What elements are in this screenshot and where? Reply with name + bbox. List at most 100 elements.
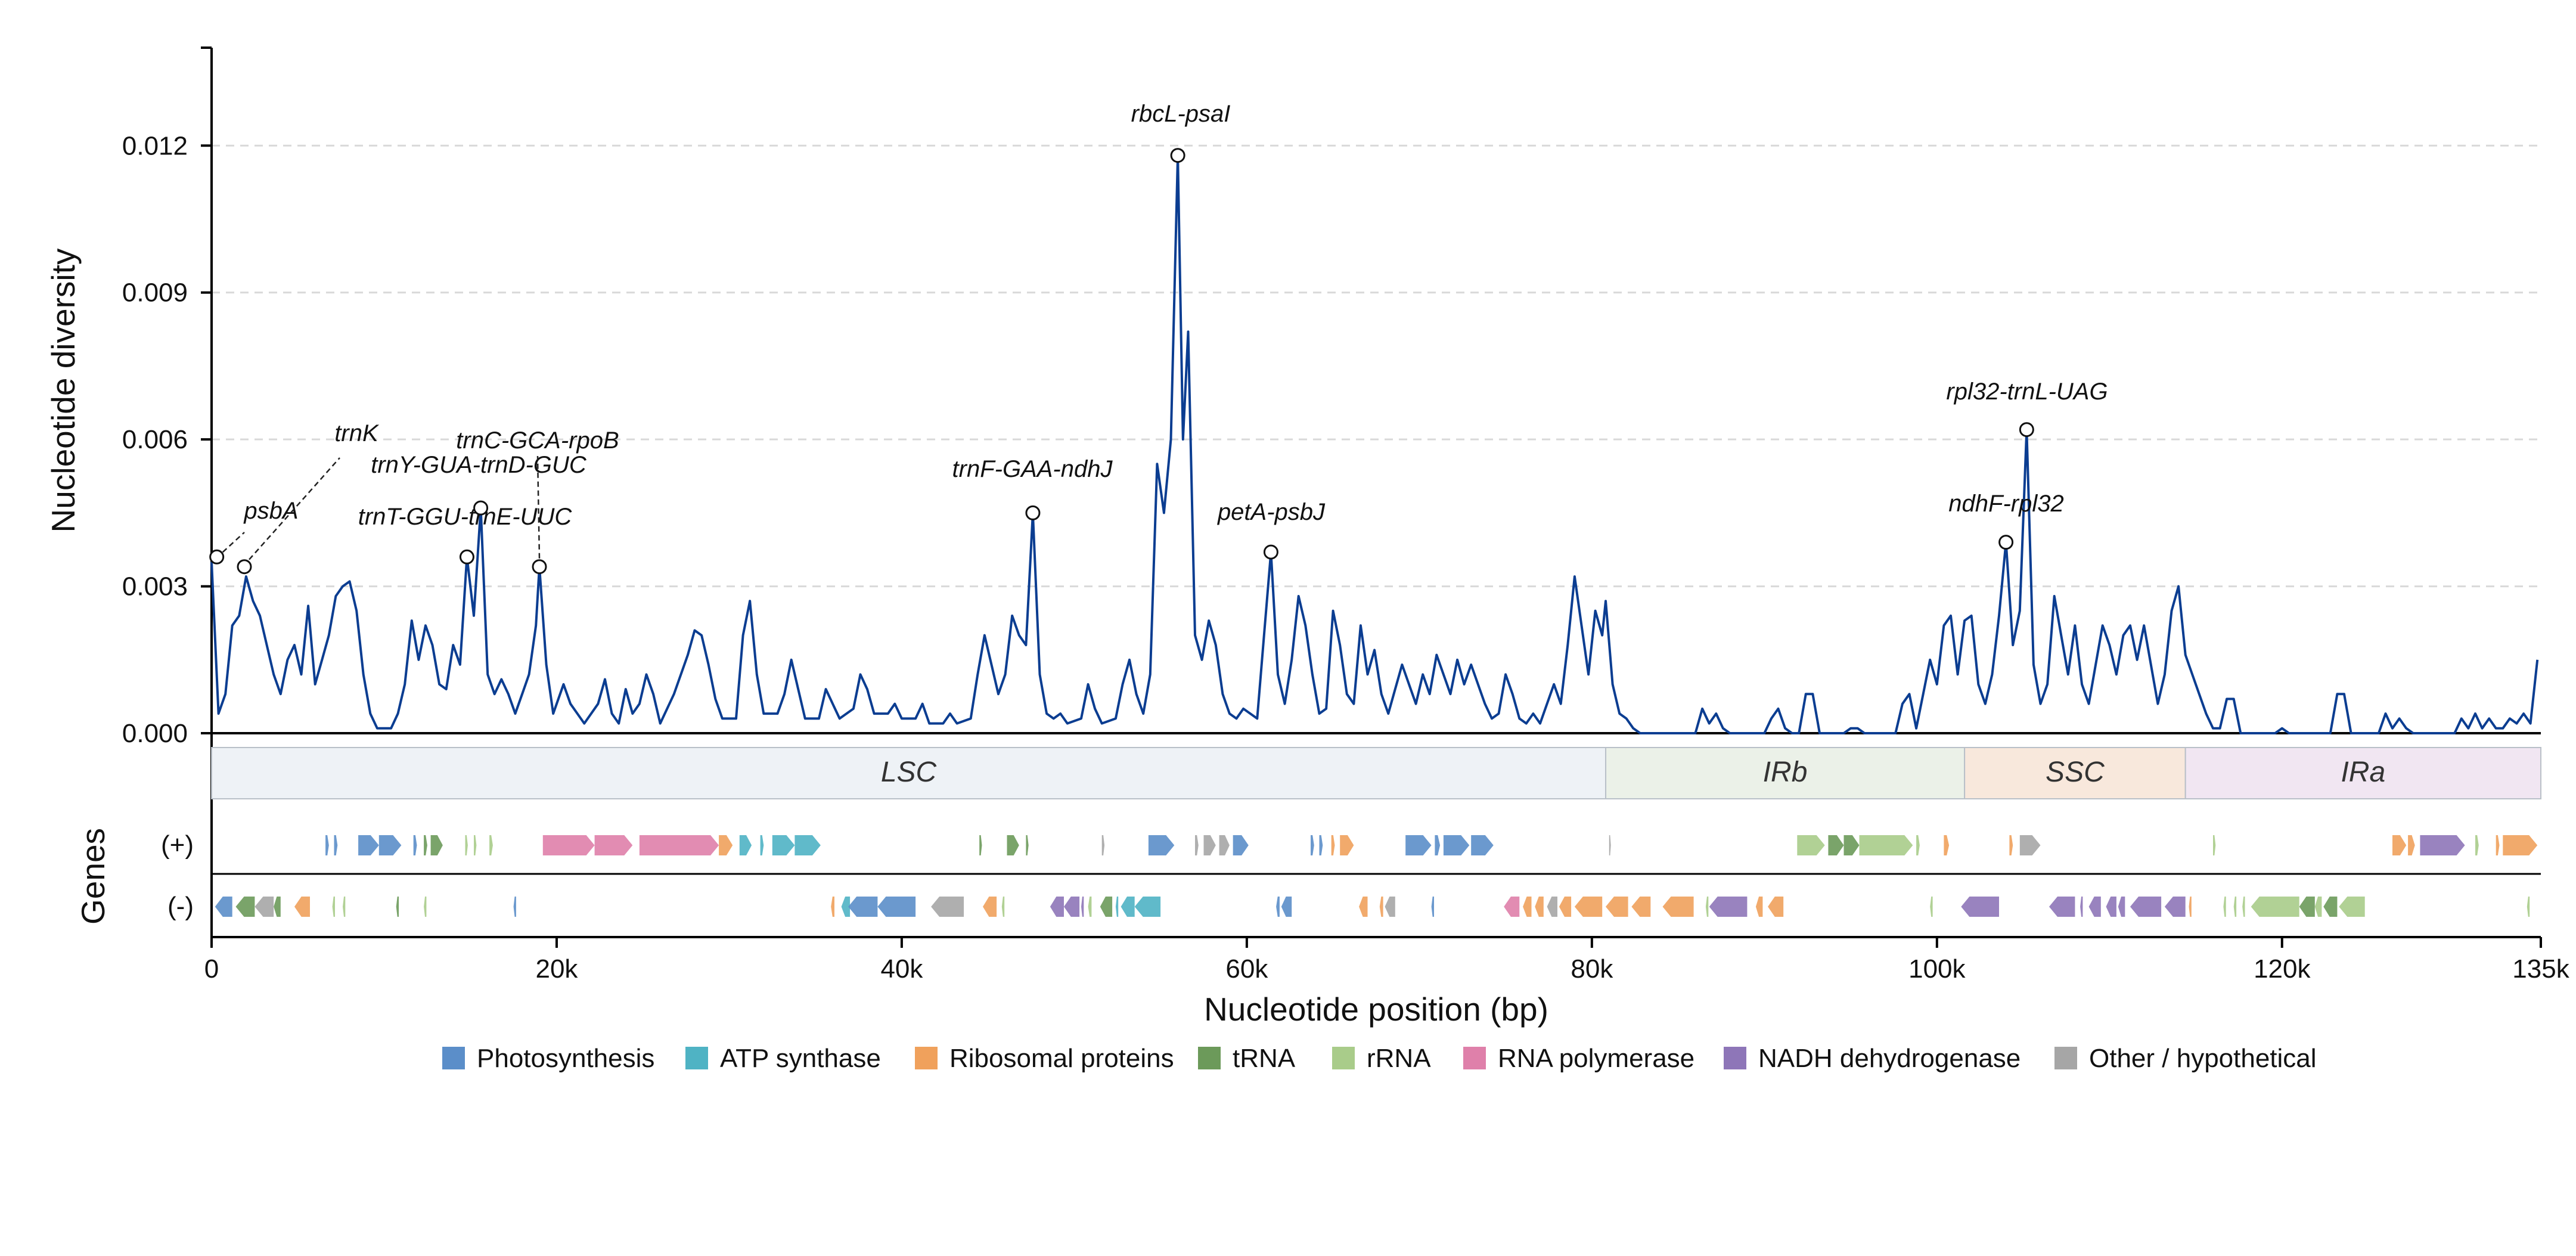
peak-label: trnF-GAA-ndhJ bbox=[952, 456, 1113, 482]
peak-marker bbox=[1025, 505, 1041, 520]
gene-feature bbox=[2314, 897, 2322, 917]
gene-feature bbox=[1828, 835, 1844, 855]
gene-feature bbox=[2213, 835, 2216, 855]
x-tick-label: 40k bbox=[880, 954, 923, 984]
peak-label: psbA bbox=[243, 498, 298, 524]
gene-feature bbox=[1609, 835, 1611, 855]
x-tick-label: 20k bbox=[535, 954, 578, 984]
gene-feature bbox=[772, 835, 795, 855]
gene-feature bbox=[2339, 897, 2365, 917]
legend-label: RNA polymerase bbox=[1498, 1044, 1694, 1073]
gene-feature bbox=[1219, 835, 1230, 855]
peak-marker bbox=[2019, 422, 2034, 438]
legend-swatch bbox=[915, 1047, 938, 1069]
gene-feature bbox=[2323, 897, 2338, 917]
gene-feature bbox=[2408, 835, 2415, 855]
gene-feature bbox=[424, 835, 427, 855]
legend-label: NADH dehydrogenase bbox=[1758, 1044, 2021, 1073]
gene-feature bbox=[1843, 835, 1860, 855]
region-block bbox=[1605, 747, 1966, 799]
peak-label: trnY-GUA-trnD-GUC bbox=[371, 452, 587, 478]
gene-feature bbox=[1379, 897, 1383, 917]
gene-feature bbox=[1471, 835, 1494, 855]
x-tick-label: 60k bbox=[1225, 954, 1268, 984]
gene-feature bbox=[274, 897, 281, 917]
gene-feature bbox=[1662, 897, 1694, 917]
gene-feature bbox=[1797, 835, 1825, 855]
gene-feature bbox=[424, 897, 427, 917]
gene-feature bbox=[1443, 835, 1470, 855]
gene-feature bbox=[2189, 897, 2192, 917]
peak-label: ndhF-rpl32 bbox=[1948, 491, 2063, 517]
gene-tracks bbox=[215, 835, 2538, 917]
peak-marker bbox=[1998, 535, 2014, 550]
gene-feature bbox=[2503, 835, 2538, 855]
gene-feature bbox=[2527, 897, 2530, 917]
gene-feature bbox=[739, 835, 752, 855]
peak-marker bbox=[209, 549, 225, 565]
y-axis-title: Nucleotide diversity bbox=[45, 248, 82, 532]
gene-feature bbox=[1148, 835, 1175, 855]
gene-feature bbox=[2118, 897, 2125, 917]
gene-feature bbox=[2049, 897, 2075, 917]
gene-feature bbox=[1281, 897, 1292, 917]
grid-lines bbox=[212, 144, 2541, 588]
gene-feature bbox=[1385, 897, 1395, 917]
gene-feature bbox=[396, 897, 399, 917]
x-tick-label: 100k bbox=[1908, 954, 1966, 984]
legend-label: rRNA bbox=[1367, 1044, 1431, 1073]
gene-feature bbox=[1101, 835, 1105, 855]
gene-feature bbox=[931, 897, 964, 917]
gene-feature bbox=[1311, 835, 1314, 855]
gene-feature bbox=[1504, 897, 1520, 917]
legend-swatch bbox=[1198, 1047, 1221, 1069]
x-tick-label: 0 bbox=[204, 954, 219, 984]
gene-feature bbox=[983, 897, 997, 917]
peak-marker bbox=[237, 559, 252, 575]
gene-feature bbox=[294, 897, 310, 917]
gene-feature bbox=[1134, 897, 1161, 917]
region-label: IRb bbox=[1763, 756, 1808, 788]
gene-feature bbox=[1961, 897, 1999, 917]
peak-label: petA-psbJ bbox=[1217, 499, 1326, 525]
gene-feature bbox=[2164, 897, 2186, 917]
gene-feature bbox=[1121, 897, 1135, 917]
gene-feature bbox=[1606, 897, 1628, 917]
region-label: IRa bbox=[2341, 756, 2385, 788]
gene-feature bbox=[1916, 835, 1920, 855]
gene-feature bbox=[358, 835, 379, 855]
gene-feature bbox=[1431, 897, 1434, 917]
gene-feature bbox=[325, 835, 329, 855]
gene-feature bbox=[2299, 897, 2315, 917]
gene-feature bbox=[1930, 897, 1933, 917]
gene-feature bbox=[1755, 897, 1763, 917]
gene-feature bbox=[2106, 897, 2116, 917]
gene-feature bbox=[2088, 897, 2101, 917]
peak-annotations: psbA trnK trnT-GGU-trnE-UUC trnY-GUA-trnD-G… bbox=[209, 101, 2108, 575]
legend-label: Ribosomal proteins bbox=[949, 1044, 1174, 1073]
gene-feature bbox=[1115, 897, 1119, 917]
gene-feature bbox=[1559, 897, 1572, 917]
gene-feature bbox=[489, 835, 493, 855]
gene-feature bbox=[1574, 897, 1603, 917]
gene-feature bbox=[841, 897, 851, 917]
peak-marker bbox=[1263, 544, 1278, 560]
gene-feature bbox=[2019, 835, 2041, 855]
peak-label: rpl32-trnL-UAG bbox=[1946, 379, 2108, 405]
x-tick-label: 120k bbox=[2254, 954, 2311, 984]
gene-feature bbox=[1007, 835, 1019, 855]
peak-label: trnC-GCA-rpoB bbox=[456, 427, 619, 454]
gene-feature bbox=[2130, 897, 2162, 917]
legend-swatch bbox=[2054, 1047, 2077, 1069]
gene-feature bbox=[1050, 897, 1064, 917]
peak-label: trnK bbox=[334, 420, 380, 446]
gene-feature bbox=[1195, 835, 1199, 855]
diversity-series bbox=[210, 154, 2539, 734]
gene-feature bbox=[1276, 897, 1280, 917]
gene-feature bbox=[474, 835, 477, 855]
gene-feature bbox=[639, 835, 719, 855]
gene-feature bbox=[343, 897, 346, 917]
gene-feature bbox=[1705, 897, 1709, 917]
y-tick-label: 0.000 bbox=[122, 719, 188, 748]
